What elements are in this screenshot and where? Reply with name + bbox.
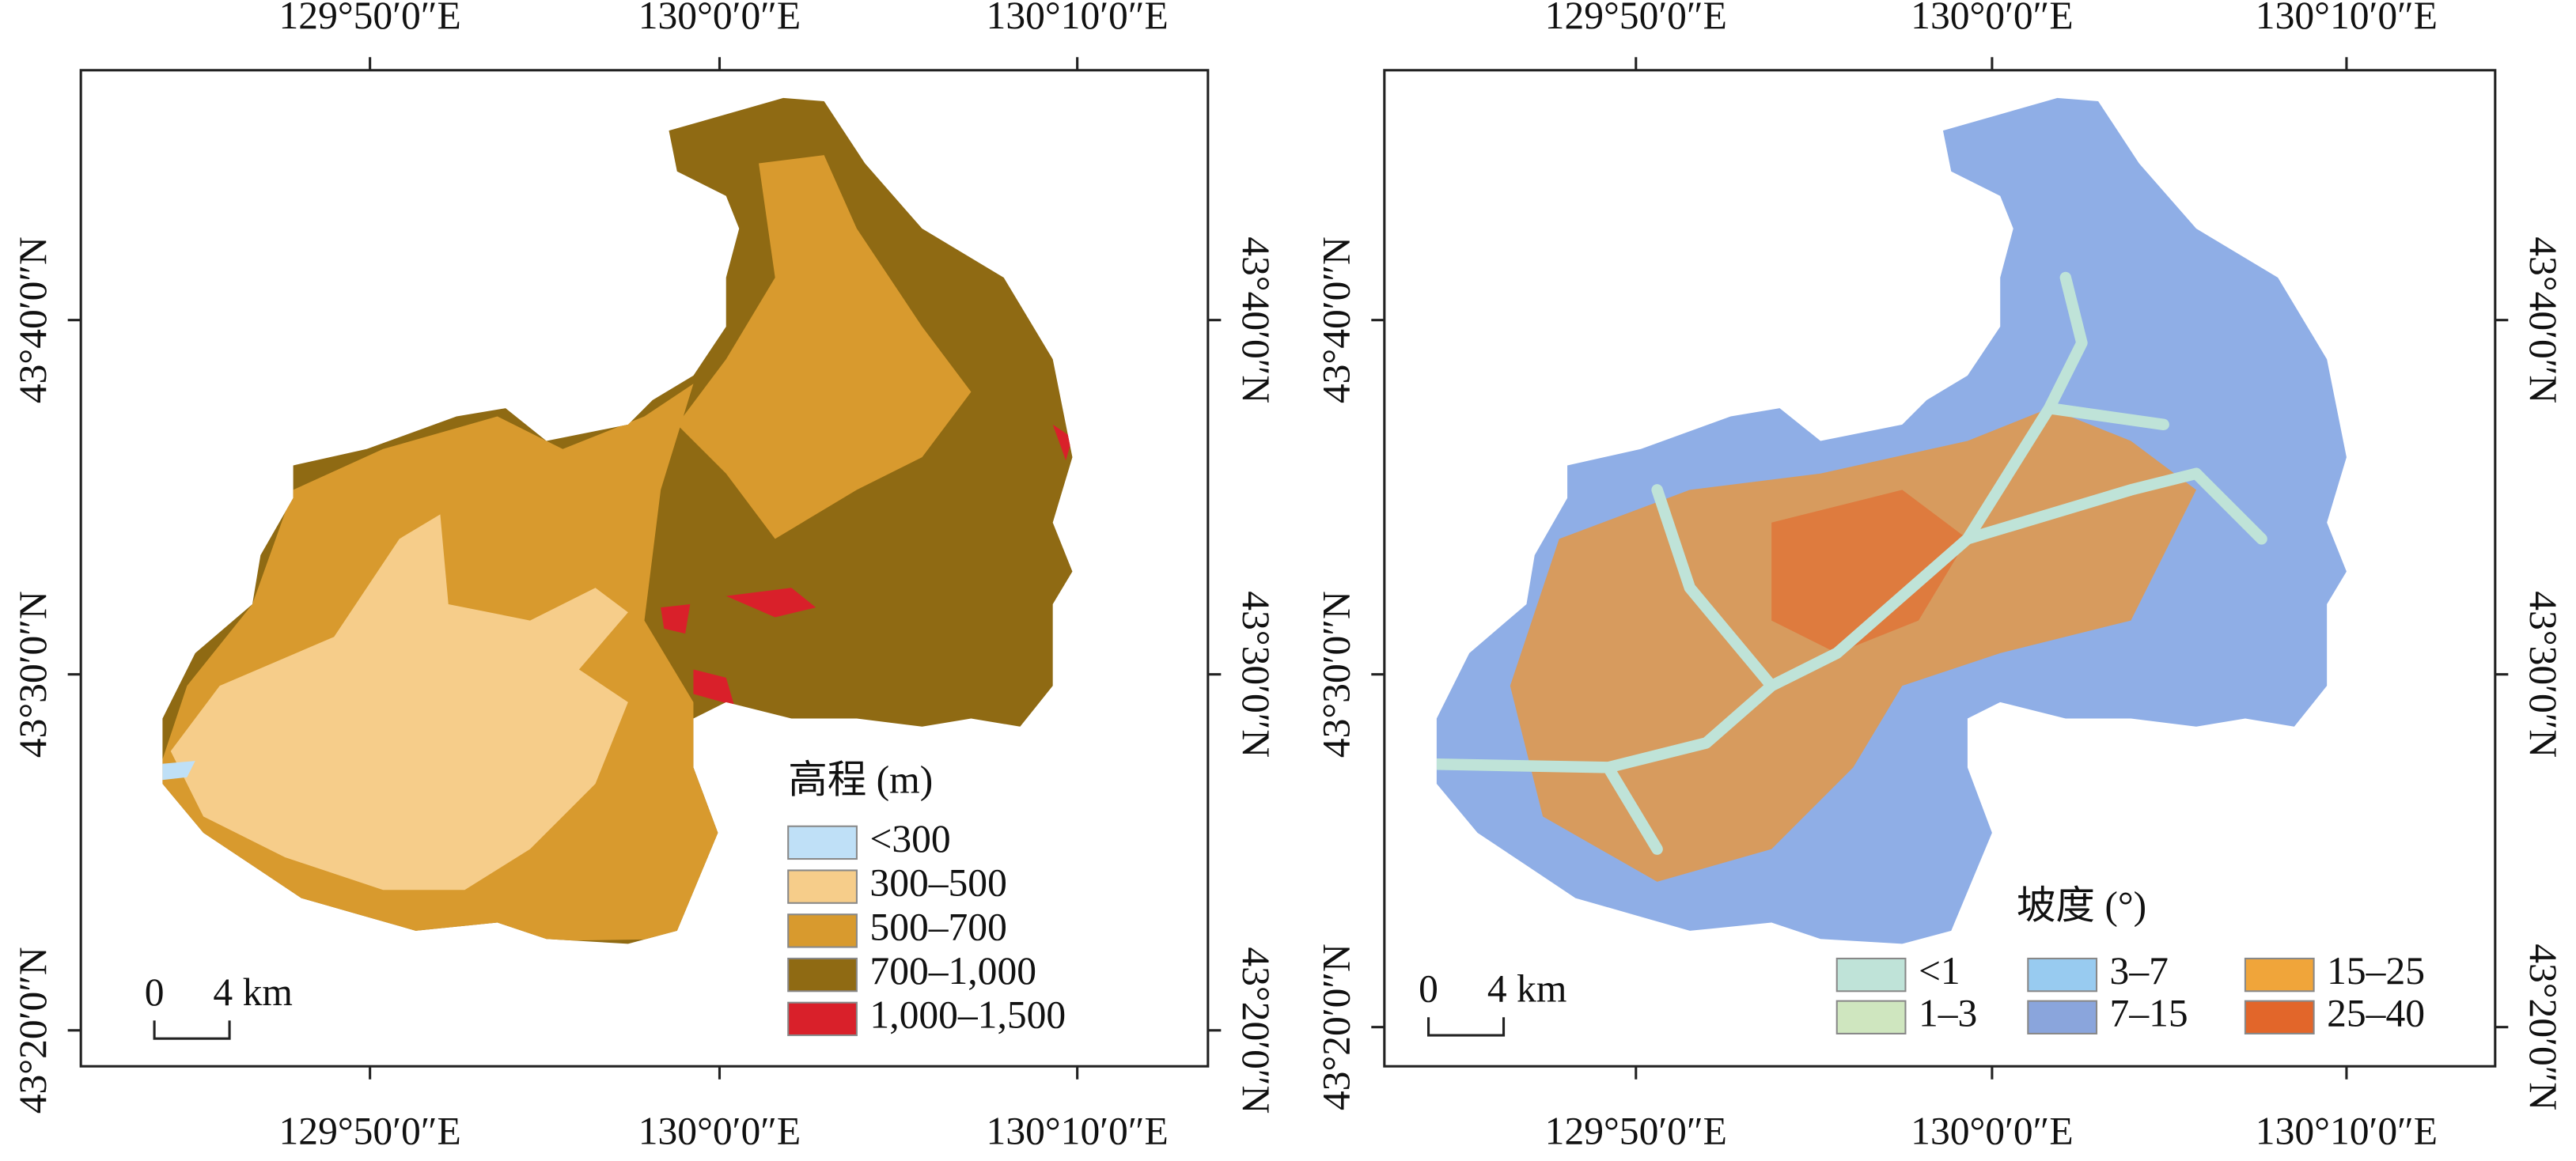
x-label-top: 130°10′0″E	[2256, 0, 2438, 37]
scale-bar	[1427, 1017, 1506, 1037]
y-label-left: 43°40′0″N	[11, 236, 55, 403]
scale-label: 4 km	[1487, 967, 1566, 1011]
map-frame	[1383, 69, 2497, 1068]
y-label-left: 43°40′0″N	[1314, 236, 1358, 403]
y-label-right: 43°40′0″N	[1234, 236, 1278, 403]
x-label-top: 129°50′0″E	[1545, 0, 1727, 37]
legend-label: 3–7	[2110, 949, 2169, 993]
y-label-right: 43°30′0″N	[1234, 591, 1278, 758]
x-label-bottom: 129°50′0″E	[1545, 1109, 1727, 1152]
scale-zero: 0	[145, 970, 165, 1014]
y-label-left: 43°30′0″N	[11, 591, 55, 758]
scale-zero: 0	[1419, 967, 1438, 1011]
legend-swatch	[1835, 1000, 1907, 1034]
scale-label: 4 km	[213, 970, 292, 1014]
legend-label: 700–1,000	[869, 949, 1036, 993]
y-label-left: 43°20′0″N	[1314, 944, 1358, 1110]
x-label-top: 130°0′0″E	[638, 0, 801, 37]
x-label-top: 130°0′0″E	[1911, 0, 2073, 37]
x-label-bottom: 129°50′0″E	[279, 1109, 461, 1152]
legend-label: 1,000–1,500	[869, 993, 1066, 1037]
x-label-bottom: 130°10′0″E	[2256, 1109, 2438, 1152]
legend-swatch	[787, 1001, 858, 1037]
y-label-right: 43°40′0″N	[2521, 236, 2565, 403]
elevation-map	[162, 97, 1073, 944]
y-label-left: 43°30′0″N	[1314, 591, 1358, 758]
legend-swatch	[2027, 957, 2098, 993]
legend-label: <300	[869, 817, 950, 860]
legend-swatch	[787, 825, 858, 860]
map-frame	[79, 69, 1210, 1068]
legend-label: 7–15	[2110, 992, 2188, 1035]
y-label-right: 43°30′0″N	[2521, 591, 2565, 758]
legend-swatch	[787, 957, 858, 993]
x-label-top: 130°10′0″E	[987, 0, 1169, 37]
legend-swatch	[787, 913, 858, 948]
legend-label: 500–700	[869, 905, 1006, 948]
y-label-right: 43°20′0″N	[2521, 944, 2565, 1110]
legend-title: 坡度 (°)	[2017, 883, 2146, 927]
legend-swatch	[2244, 957, 2315, 993]
x-label-bottom: 130°0′0″E	[1911, 1109, 2073, 1152]
legend-title: 高程 (m)	[788, 758, 933, 801]
slope-map	[1436, 97, 2347, 944]
x-label-bottom: 130°10′0″E	[987, 1109, 1169, 1152]
scale-bar	[153, 1020, 231, 1040]
legend-swatch	[1835, 957, 1907, 993]
legend-label: 15–25	[2327, 949, 2425, 993]
legend-label: <1	[1919, 949, 1960, 993]
legend-swatch	[787, 869, 858, 904]
y-label-left: 43°20′0″N	[11, 947, 55, 1114]
y-label-right: 43°20′0″N	[1234, 947, 1278, 1114]
legend-label: 25–40	[2327, 992, 2425, 1035]
legend-swatch	[2027, 1000, 2098, 1034]
x-label-bottom: 130°0′0″E	[638, 1109, 801, 1152]
x-label-top: 129°50′0″E	[279, 0, 461, 37]
legend-label: 300–500	[869, 861, 1006, 905]
legend-swatch	[2244, 1000, 2315, 1034]
legend-label: 1–3	[1919, 992, 1977, 1035]
